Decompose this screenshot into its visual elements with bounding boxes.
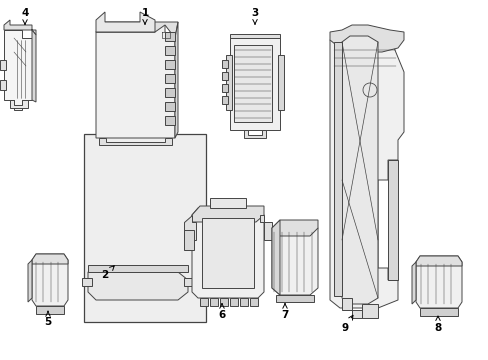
Polygon shape <box>361 304 377 318</box>
Polygon shape <box>164 32 175 41</box>
Bar <box>84 134 205 322</box>
Polygon shape <box>275 295 313 302</box>
Polygon shape <box>341 298 361 318</box>
Polygon shape <box>164 74 175 83</box>
Polygon shape <box>183 230 194 250</box>
Polygon shape <box>229 38 280 130</box>
Polygon shape <box>32 254 68 306</box>
Polygon shape <box>249 298 258 306</box>
Polygon shape <box>192 208 264 298</box>
Polygon shape <box>164 88 175 97</box>
Polygon shape <box>164 102 175 111</box>
Polygon shape <box>175 22 178 138</box>
Polygon shape <box>96 12 155 32</box>
Polygon shape <box>4 20 36 35</box>
Polygon shape <box>209 298 218 306</box>
Text: 9: 9 <box>341 315 352 333</box>
Polygon shape <box>183 215 196 240</box>
Polygon shape <box>387 160 397 280</box>
Polygon shape <box>164 116 175 125</box>
Polygon shape <box>220 298 227 306</box>
Polygon shape <box>202 218 253 288</box>
Polygon shape <box>222 72 227 80</box>
Polygon shape <box>164 46 175 55</box>
Polygon shape <box>240 298 247 306</box>
Polygon shape <box>229 298 238 306</box>
Polygon shape <box>88 265 187 272</box>
Text: 8: 8 <box>433 316 441 333</box>
Polygon shape <box>209 198 245 208</box>
Polygon shape <box>229 34 280 38</box>
Polygon shape <box>222 84 227 92</box>
Text: 3: 3 <box>251 8 258 24</box>
Polygon shape <box>96 22 178 38</box>
Polygon shape <box>244 130 265 138</box>
Polygon shape <box>411 262 415 304</box>
Polygon shape <box>271 228 317 295</box>
Polygon shape <box>32 254 68 264</box>
Text: 7: 7 <box>281 304 288 320</box>
Polygon shape <box>260 215 271 240</box>
Polygon shape <box>234 45 271 122</box>
Text: 5: 5 <box>44 311 52 327</box>
Polygon shape <box>415 256 461 266</box>
Polygon shape <box>0 80 6 90</box>
Polygon shape <box>99 138 172 145</box>
Polygon shape <box>333 42 341 296</box>
Polygon shape <box>225 55 231 110</box>
Polygon shape <box>419 308 457 316</box>
Polygon shape <box>192 206 264 222</box>
Text: 6: 6 <box>218 304 225 320</box>
Polygon shape <box>164 60 175 69</box>
Polygon shape <box>222 60 227 68</box>
Text: 2: 2 <box>101 266 114 280</box>
Polygon shape <box>32 30 36 102</box>
Polygon shape <box>278 55 284 110</box>
Text: 1: 1 <box>141 8 148 24</box>
Polygon shape <box>329 32 403 308</box>
Polygon shape <box>341 36 377 304</box>
Polygon shape <box>183 278 194 286</box>
Polygon shape <box>200 298 207 306</box>
Polygon shape <box>28 260 32 302</box>
Polygon shape <box>82 278 92 286</box>
Polygon shape <box>222 96 227 104</box>
Polygon shape <box>10 100 28 108</box>
Polygon shape <box>329 25 403 52</box>
Text: 4: 4 <box>21 8 29 24</box>
Polygon shape <box>96 25 175 138</box>
Polygon shape <box>415 256 461 308</box>
Polygon shape <box>36 306 64 314</box>
Polygon shape <box>88 272 187 300</box>
Polygon shape <box>0 60 6 70</box>
Polygon shape <box>271 220 317 236</box>
Polygon shape <box>271 220 280 295</box>
Polygon shape <box>4 30 32 110</box>
